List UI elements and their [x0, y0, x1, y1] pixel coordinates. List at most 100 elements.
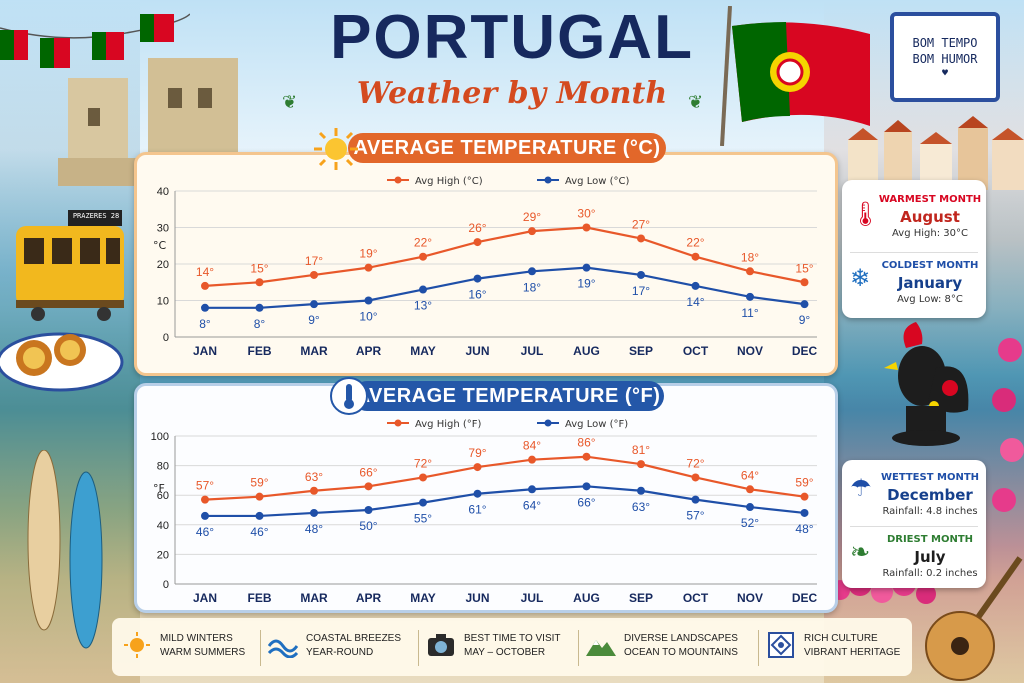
data-point [419, 498, 427, 507]
data-label: 18° [741, 250, 759, 264]
data-point [528, 485, 536, 494]
data-point [746, 292, 754, 301]
legend-label: Avg High (°C) [415, 176, 483, 187]
y-tick-label: 100 [151, 431, 169, 443]
data-point [800, 492, 809, 501]
data-point [201, 511, 209, 520]
x-tick-label: FEB [248, 344, 272, 358]
data-label: 81° [632, 443, 650, 457]
data-label: 66° [359, 465, 377, 479]
x-tick-label: DEC [792, 591, 818, 605]
data-point [419, 285, 427, 294]
x-tick-label: MAY [410, 591, 436, 605]
data-point [201, 303, 209, 312]
series-line [205, 266, 805, 309]
data-point [473, 489, 482, 498]
warmest-month-detail: Avg High: 30°C [892, 228, 968, 239]
legend-marker [544, 176, 552, 184]
surfboards-icon [27, 450, 103, 649]
data-label: 66° [577, 495, 595, 509]
y-tick-label: 20 [157, 259, 169, 271]
data-label: 72° [414, 456, 432, 470]
data-point [800, 278, 809, 287]
fahrenheit-chart-card: 0 20 40 60 80 100 °F JAN FEB MAR APR MAY JUN JUL AUG SE… [134, 383, 838, 613]
bunting-flags [0, 13, 190, 68]
barcelos-rooster-icon [884, 322, 969, 446]
data-label: 8° [254, 317, 266, 331]
coldest-month-value: January [897, 274, 963, 292]
legend-marker [394, 419, 402, 427]
data-label: 22° [686, 236, 704, 250]
data-label: 86° [577, 436, 595, 450]
data-point [310, 270, 318, 279]
data-point [201, 495, 209, 504]
portugal-flag-icon [720, 6, 870, 146]
celsius-chart: 0 10 20 30 40 °C JAN FEB MAR APR MAY JUN JUL AUG SEP OC… [153, 176, 817, 358]
divider [850, 526, 978, 527]
data-point [528, 267, 536, 276]
data-label: 13° [414, 299, 432, 313]
data-label: 30° [577, 207, 595, 221]
x-tick-label: JUN [465, 591, 489, 605]
tram-destination-sign: PRAZERES 28 [72, 212, 120, 220]
data-point [255, 511, 264, 520]
data-point [637, 270, 645, 279]
feature-line-1: DIVERSE LANDSCAPES [624, 633, 738, 644]
x-tick-label: NOV [737, 591, 763, 605]
celsius-chart-card: 0 10 20 30 40 °C JAN FEB MAR APR MAY JUN JUL AUG SEP OC… [134, 152, 838, 376]
data-label: 19° [577, 277, 595, 291]
azulejo-tile-sign: BOM TEMPO BOM HUMOR ♥ [890, 12, 1000, 102]
data-point [255, 303, 264, 312]
data-point [419, 252, 427, 261]
x-tick-label: JAN [193, 344, 217, 358]
data-label: 29° [523, 210, 541, 224]
data-point [364, 506, 373, 514]
data-label: 17° [305, 254, 323, 268]
heart-icon: ♥ [941, 68, 949, 79]
data-label: 14° [196, 265, 214, 279]
data-point [310, 300, 318, 309]
y-axis-label: °F [153, 482, 165, 495]
data-label: 64° [523, 498, 541, 512]
data-point [637, 486, 645, 495]
data-label: 48° [795, 522, 813, 536]
data-point [691, 281, 700, 290]
x-tick-label: NOV [737, 344, 763, 358]
wet-dry-card: ☂ WETTEST MONTH December Rainfall: 4.8 i… [842, 460, 986, 588]
driest-month-detail: Rainfall: 0.2 inches [882, 568, 978, 579]
feature-line-1: BEST TIME TO VISIT [464, 633, 561, 644]
data-label: 72° [686, 456, 704, 470]
portuguese-guitar-icon [925, 556, 1023, 681]
data-point [637, 234, 645, 243]
coldest-month-label: COLDEST MONTH [881, 260, 979, 271]
data-point [528, 455, 536, 464]
camera-icon [428, 634, 454, 656]
divider [578, 630, 579, 666]
leaf-icon: ❧ [850, 538, 871, 566]
data-label: 48° [305, 522, 323, 536]
data-point [528, 227, 536, 236]
warmest-month-value: August [900, 208, 960, 226]
data-point [364, 296, 373, 305]
legend-label: Avg Low (°F) [565, 419, 628, 430]
page-subtitle: Weather by Month [356, 76, 668, 111]
data-label: 59° [250, 476, 268, 490]
data-label: 19° [359, 247, 377, 261]
x-tick-label: MAY [410, 344, 436, 358]
series-line [204, 455, 805, 501]
tile-line-2: BOM HUMOR [912, 52, 978, 66]
snowflake-icon: ❄ [850, 264, 871, 292]
driest-month-value: July [914, 548, 946, 566]
data-point [691, 495, 700, 504]
legend-label: Avg Low (°C) [565, 176, 629, 187]
data-label: 63° [305, 470, 323, 484]
data-label: 8° [199, 317, 211, 331]
data-label: 18° [523, 280, 541, 294]
thermometer-icon: 🌡 [850, 200, 881, 228]
data-point [582, 452, 591, 461]
feature-line-2: OCEAN TO MOUNTAINS [624, 647, 738, 658]
lisbon-houses-icon [848, 116, 1024, 190]
umbrella-icon: ☂ [850, 474, 872, 502]
azulejo-tile-icon [768, 632, 794, 658]
data-label: 79° [468, 446, 486, 460]
